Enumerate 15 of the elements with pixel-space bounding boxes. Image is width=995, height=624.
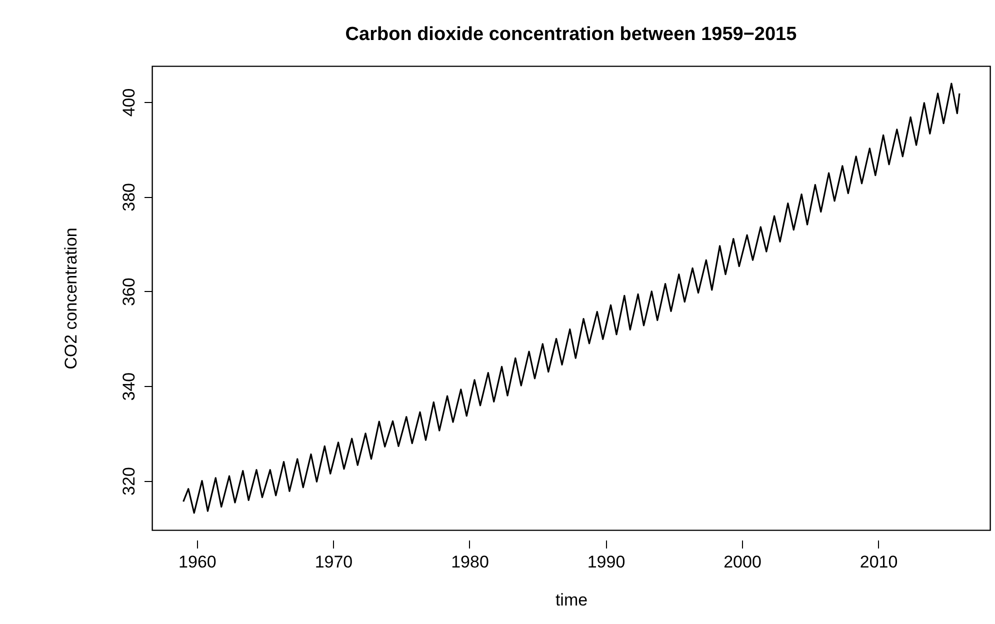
x-tick-label: 2000: [724, 552, 762, 572]
x-tick-label: 1990: [587, 552, 626, 572]
x-axis-title: time: [555, 590, 588, 610]
y-tick-label: 400: [120, 88, 138, 117]
y-tick-label: 360: [120, 278, 138, 306]
x-tick-label: 2010: [860, 552, 898, 572]
x-tick-label: 1970: [314, 552, 353, 572]
chart-title: Carbon dioxide concentration between 1959−2015: [345, 24, 798, 45]
x-tick-label: 1960: [178, 552, 216, 572]
line-series: [182, 82, 960, 514]
x-tick-label: 1980: [451, 552, 489, 572]
y-axis-title: CO2 concentration: [62, 228, 80, 370]
y-tick-label: 380: [120, 182, 138, 212]
y-tick-label: 340: [120, 372, 138, 401]
y-tick-label: 320: [120, 467, 138, 496]
